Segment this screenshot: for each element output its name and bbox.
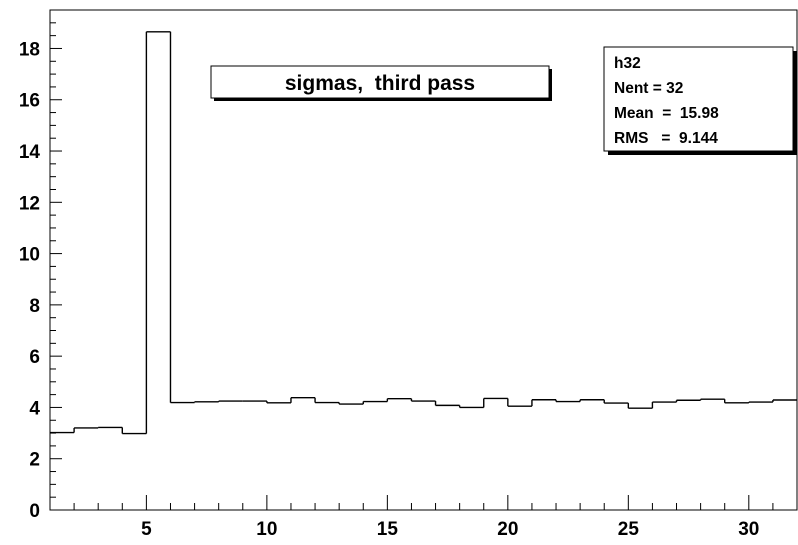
y-tick-label: 10 — [19, 245, 40, 266]
title-box-frame — [210, 65, 550, 99]
y-tick-label: 12 — [19, 193, 40, 214]
x-axis-labels: 5 10 15 20 25 30 — [141, 519, 759, 540]
stats-mean: Mean = 15.98 — [614, 105, 719, 122]
title-box: sigmas, third pass — [210, 65, 552, 101]
x-axis-ticks — [49, 495, 798, 510]
y-tick-label: 2 — [29, 450, 40, 471]
stats-box: h32 Nent = 32 Mean = 15.98 RMS = 9.144 — [603, 46, 797, 155]
x-tick-label: 15 — [377, 519, 399, 540]
x-tick-label: 10 — [256, 519, 277, 540]
stats-rms: RMS = 9.144 — [614, 130, 718, 147]
plot-frame — [49, 9, 798, 511]
histogram-bins — [50, 31, 797, 435]
chart-title: sigmas, third pass — [285, 72, 475, 95]
x-tick-label: 30 — [738, 519, 759, 540]
y-axis-labels: 0 2 4 6 8 10 12 14 16 18 — [19, 39, 41, 522]
y-tick-label: 4 — [29, 398, 40, 419]
stats-nent: Nent = 32 — [614, 80, 683, 97]
stats-box-frame — [603, 46, 794, 152]
y-tick-label: 6 — [29, 347, 40, 368]
y-tick-label: 8 — [29, 296, 40, 317]
y-tick-label: 18 — [19, 39, 40, 60]
y-tick-label: 16 — [19, 91, 40, 112]
x-tick-label: 20 — [497, 519, 518, 540]
stats-histogram-name: h32 — [614, 55, 641, 72]
x-tick-label: 25 — [618, 519, 640, 540]
y-tick-label: 14 — [19, 142, 41, 163]
y-tick-label: 0 — [29, 501, 40, 522]
x-tick-label: 5 — [141, 519, 152, 540]
y-axis-ticks — [50, 9, 62, 511]
